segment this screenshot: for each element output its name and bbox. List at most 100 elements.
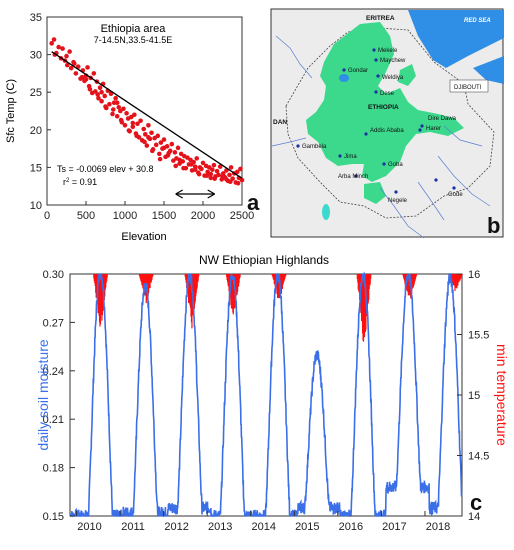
map-label-gode: Gode: [448, 192, 463, 198]
panel-letter-a: a: [247, 190, 260, 215]
x-tick-label: 2000: [191, 210, 215, 222]
map-label-maychew: Maychew: [380, 58, 406, 64]
scatter-point: [132, 112, 137, 118]
x-tick-label: 2015: [295, 521, 319, 533]
scatter-point: [157, 151, 162, 157]
scatter-point: [239, 177, 245, 183]
y2-tick-label: 15: [468, 390, 480, 402]
scatter-point: [85, 65, 90, 70]
panel-a-x-ticks: 0 500 1000 1500 2000 2500: [44, 201, 254, 222]
map-label-weldiya: Weldiya: [382, 75, 404, 81]
y-tick-label: 30: [30, 50, 42, 62]
scatter-point: [181, 165, 186, 171]
scatter-point: [67, 49, 72, 54]
scatter-point: [87, 86, 93, 92]
scatter-point: [212, 176, 217, 181]
panel-a-title: Ethiopia area: [101, 23, 167, 35]
map-label-dese: Dese: [380, 91, 395, 97]
scatter-point: [138, 118, 143, 124]
panel-a-subtitle: 7-14.5N,33.5-41.5E: [94, 35, 173, 45]
scatter-point: [79, 74, 85, 80]
y2-tick-label: 14: [468, 511, 480, 523]
scatter-point: [114, 113, 120, 119]
scatter-point: [235, 169, 240, 175]
scatter-point: [216, 172, 221, 178]
map-label-addis-ababa: Addis Ababa: [370, 128, 404, 134]
scatter-point: [99, 89, 104, 95]
scatter-point: [228, 179, 233, 184]
scatter-point: [189, 162, 194, 167]
y-tick-label: 15: [30, 162, 42, 174]
panel-c-left-y-ticks: 0.15 0.18 0.21 0.24 0.27 0.30: [43, 269, 75, 523]
scatter-point: [135, 121, 140, 127]
x-tick-label: 2011: [121, 521, 145, 533]
y-tick-label: 0.27: [43, 317, 64, 329]
scatter-point: [146, 135, 151, 140]
scatter-point: [161, 137, 167, 142]
scatter-point: [51, 37, 57, 42]
map-label-dire-dawa: Dire Dawa: [428, 116, 457, 122]
x-tick-label: 2013: [208, 521, 232, 533]
scatter-point: [167, 148, 173, 154]
scatter-point: [220, 174, 225, 179]
scatter-point: [134, 133, 139, 139]
scatter-point: [103, 104, 108, 109]
y2-tick-label: 15.5: [468, 330, 489, 342]
scatter-point: [208, 171, 214, 177]
scatter-point: [130, 124, 136, 130]
scatter-point: [161, 145, 167, 151]
scatter-point: [200, 160, 206, 166]
map-label-gondar: Gondar: [348, 68, 368, 74]
scatter-point: [75, 64, 81, 69]
scatter-point: [83, 77, 89, 82]
panel-c-right-y-ticks: 14 14.5 15 15.5 16: [457, 269, 489, 523]
scatter-point: [122, 122, 128, 128]
scatter-point: [99, 98, 104, 104]
y-tick-label: 0.18: [43, 463, 64, 475]
y2-tick-label: 16: [468, 269, 480, 281]
djibouti-box: [449, 79, 489, 93]
y-tick-label: 0.24: [43, 366, 64, 378]
scatter-point: [165, 153, 171, 158]
panel-a-points: [49, 37, 245, 186]
panel-c-x-ticks: 2010 2011 2012 2013 2014 2015 2016 2017 2018: [76, 511, 450, 533]
scatter-point: [102, 93, 108, 99]
scatter-point: [157, 156, 163, 162]
highlands-south-patch: [364, 182, 386, 204]
x-tick-label: 2500: [230, 210, 254, 222]
scatter-point: [56, 44, 61, 50]
lake-chew-bahir: [322, 204, 330, 220]
scatter-point: [110, 111, 115, 117]
map-label-red-sea: RED SEA: [464, 18, 491, 24]
scatter-point: [204, 173, 210, 178]
panel-c-title: NW Ethiopian Highlands: [199, 253, 329, 267]
panel-c-time-series-chart: NW Ethiopian Highlands 2010 2011 2012 2013 2…: [35, 253, 510, 533]
scatter-point: [141, 126, 147, 132]
panel-a-equation: Ts = -0.0069 elev + 30.8: [57, 164, 154, 174]
scatter-point: [142, 139, 147, 145]
scatter-point: [169, 141, 175, 147]
map-label-harer: Harer: [426, 126, 441, 132]
panel-letter-b: b: [487, 213, 501, 238]
panel-c-plot-frame: [69, 273, 463, 517]
scatter-point: [173, 163, 178, 169]
scatter-point: [238, 166, 243, 172]
x-tick-label: 1500: [152, 210, 176, 222]
scatter-point: [130, 120, 136, 126]
soil-moisture-line: [69, 271, 463, 518]
x-tick-label: 2017: [382, 521, 406, 533]
scatter-point: [208, 175, 214, 181]
y-tick-label: 0.15: [43, 511, 64, 523]
scatter-point: [177, 157, 182, 163]
map-label-eritrea: ERITREA: [366, 15, 395, 22]
y-tick-label: 20: [30, 125, 42, 137]
scatter-point: [227, 172, 232, 178]
lake-tana: [339, 74, 349, 82]
scatter-point: [211, 162, 217, 168]
ethiopia-border: [285, 27, 495, 219]
elevation-range-arrow: [175, 189, 215, 199]
map-label-ethiopia: ETHIOPIA: [368, 104, 399, 111]
highlands-area: [306, 22, 464, 182]
scatter-point: [217, 164, 223, 169]
scatter-point: [113, 95, 118, 101]
